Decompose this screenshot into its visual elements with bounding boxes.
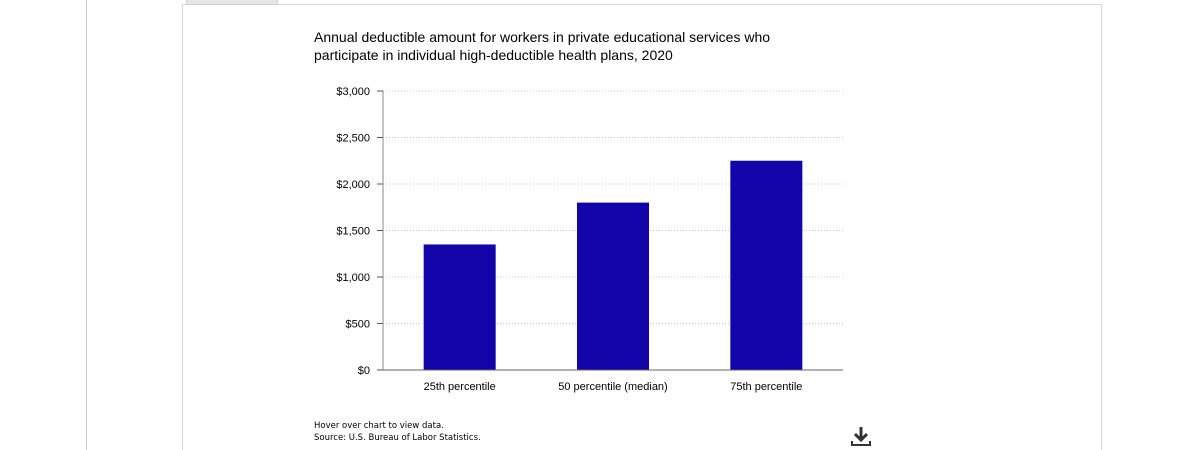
y-tick-label: $2,500 [336,133,370,145]
y-tick-label: $3,000 [336,86,370,98]
source-note: Source: U.S. Bureau of Labor Statistics. [314,433,481,443]
chart-title: Annual deductible amount for workers in … [314,29,771,63]
x-tick-label: 25th percentile [424,381,496,393]
y-tick-label: $500 [346,319,370,331]
download-icon [851,427,871,446]
footnote: Hover over chart to view data. Source: U… [314,420,481,444]
bar[interactable] [577,202,649,370]
y-tick-label: $0 [358,365,370,377]
bar[interactable] [730,160,803,370]
left-divider [86,0,87,450]
y-tick-label: $1,000 [336,272,370,284]
download-button[interactable] [848,424,874,448]
chart-frame [182,4,1102,450]
x-tick-label: 75th percentile [730,381,802,393]
y-tick-label: $2,000 [336,179,370,191]
y-tick-label: $1,500 [336,226,370,238]
hover-note: Hover over chart to view data. [314,421,444,431]
bar[interactable] [423,244,496,370]
x-tick-label: 50 percentile (median) [558,381,667,393]
tab-stub[interactable] [186,0,278,5]
